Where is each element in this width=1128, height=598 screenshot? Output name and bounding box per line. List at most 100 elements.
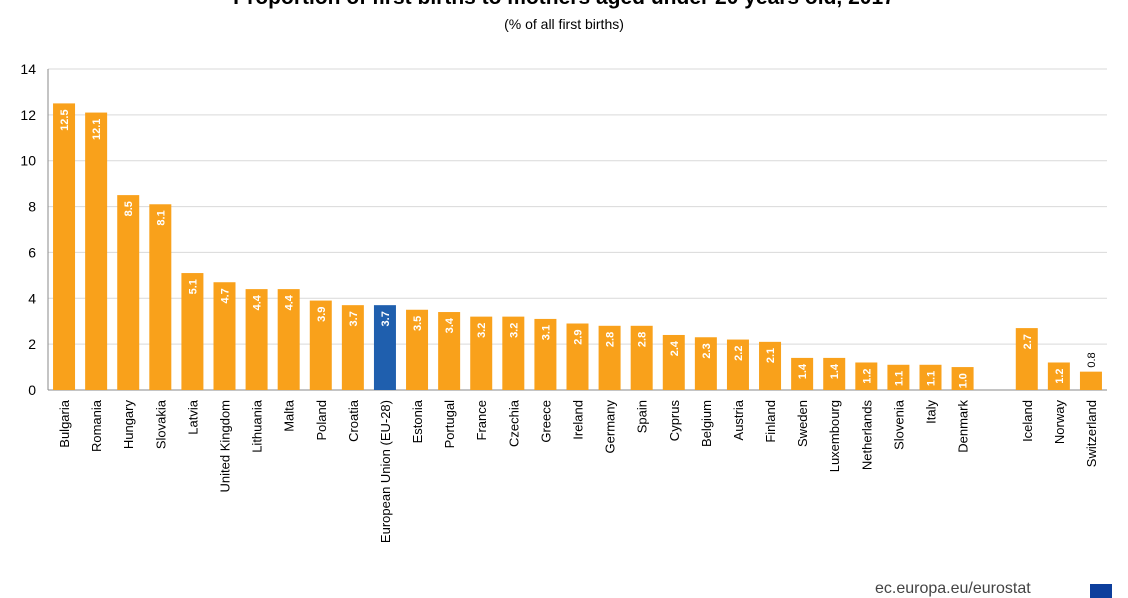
- data-label: 3.2: [508, 323, 520, 338]
- eu-flag-icon: [1090, 584, 1112, 598]
- bar: [694, 337, 717, 390]
- x-tick-label: Austria: [731, 399, 746, 440]
- x-tick-label: Latvia: [185, 399, 200, 434]
- data-label: 1.1: [893, 371, 905, 386]
- bar: [373, 305, 396, 390]
- x-tick-label: Iceland: [1020, 400, 1035, 442]
- y-tick-label: 6: [28, 244, 36, 260]
- data-label: 2.4: [669, 340, 681, 356]
- y-tick-label: 0: [28, 382, 36, 398]
- data-label: 3.5: [412, 316, 424, 331]
- x-tick-label: Hungary: [121, 400, 136, 450]
- data-label: 3.4: [444, 317, 456, 333]
- chart-title: Proportion of first births to mothers ag…: [0, 0, 1128, 10]
- y-tick-label: 2: [28, 336, 36, 352]
- x-tick-label: Estonia: [410, 399, 425, 443]
- x-tick-label: Slovakia: [153, 399, 168, 449]
- x-tick-label: Czechia: [506, 399, 521, 447]
- bar: [181, 273, 204, 390]
- data-label: 1.2: [861, 368, 873, 383]
- data-label: 2.8: [605, 332, 617, 347]
- data-label: 3.7: [380, 311, 392, 326]
- data-label: 1.4: [829, 363, 841, 379]
- x-tick-label: Bulgaria: [57, 399, 72, 447]
- chart-subtitle: (% of all first births): [504, 16, 624, 32]
- bar: [662, 334, 685, 390]
- bar: [759, 341, 782, 390]
- x-tick-label: Greece: [538, 400, 553, 443]
- x-tick-label: Cyprus: [667, 400, 682, 442]
- y-tick-label: 10: [20, 153, 36, 169]
- data-label: 3.9: [316, 307, 328, 322]
- data-label: 2.3: [701, 343, 713, 358]
- bar: [277, 289, 300, 390]
- x-tick-label: Finland: [763, 400, 778, 443]
- data-label: 3.2: [476, 323, 488, 338]
- bar: [887, 364, 910, 390]
- bar: [502, 316, 525, 390]
- x-tick-label: Slovenia: [891, 399, 906, 450]
- y-tick-label: 14: [20, 61, 36, 77]
- data-label: 1.4: [797, 363, 809, 379]
- x-tick-label: United Kingdom: [218, 400, 233, 493]
- bar: [1015, 328, 1038, 390]
- x-tick-label: Croatia: [346, 399, 361, 442]
- x-tick-label: France: [474, 400, 489, 440]
- data-label: 2.8: [637, 332, 649, 347]
- eurostat-logo-text: ec.europa.eu/eurostat: [875, 580, 1031, 597]
- x-tick-label: Italy: [924, 400, 939, 424]
- x-tick-label: Portugal: [442, 400, 457, 449]
- bar: [341, 305, 364, 390]
- data-label: 1.1: [926, 371, 938, 386]
- data-label: 8.5: [123, 201, 135, 216]
- x-tick-label: Sweden: [795, 400, 810, 447]
- x-tick-label: Luxembourg: [827, 400, 842, 472]
- x-tick-label: Spain: [635, 400, 650, 433]
- data-label: 12.1: [91, 119, 103, 140]
- x-tick-label: Netherlands: [859, 400, 874, 471]
- bar: [85, 112, 108, 391]
- y-tick-label: 12: [20, 107, 36, 123]
- x-tick-label: Germany: [603, 400, 618, 454]
- bar: [951, 367, 974, 390]
- x-tick-label: Norway: [1052, 400, 1067, 445]
- data-label: 8.1: [155, 210, 167, 225]
- data-label: 2.1: [765, 348, 777, 363]
- data-label: 4.4: [284, 294, 296, 310]
- data-label: 1.0: [958, 373, 970, 388]
- data-label: 4.4: [252, 294, 264, 310]
- bar: [919, 364, 942, 390]
- data-label: 3.1: [540, 325, 552, 340]
- x-tick-label: European Union (EU-28): [378, 400, 393, 543]
- data-label: 2.2: [733, 346, 745, 361]
- x-tick-label: Romania: [89, 399, 104, 452]
- bar: [1079, 371, 1102, 390]
- bar: [406, 309, 429, 390]
- bar: [470, 316, 493, 390]
- x-tick-label: Denmark: [956, 400, 971, 453]
- bar: [791, 357, 814, 390]
- bar: [855, 362, 878, 390]
- bar: [534, 318, 557, 390]
- data-label: 12.5: [59, 109, 71, 130]
- x-tick-label: Ireland: [571, 400, 586, 440]
- data-label: 4.7: [220, 288, 232, 303]
- bar: [1047, 362, 1070, 390]
- bar: [53, 103, 76, 391]
- bar: [245, 289, 268, 390]
- x-tick-label: Switzerland: [1084, 400, 1099, 467]
- bar: [117, 195, 140, 390]
- x-tick-label: Belgium: [699, 400, 714, 447]
- data-label: 2.9: [573, 330, 585, 345]
- bar: [726, 339, 749, 390]
- bar: [630, 325, 653, 390]
- bar: [823, 357, 846, 390]
- data-label: 2.7: [1022, 334, 1034, 349]
- y-tick-label: 4: [28, 290, 36, 306]
- data-label: 5.1: [187, 279, 199, 294]
- bar: [309, 300, 332, 390]
- bar: [438, 312, 461, 390]
- data-label: 1.2: [1054, 368, 1066, 383]
- data-label: 3.7: [348, 311, 360, 326]
